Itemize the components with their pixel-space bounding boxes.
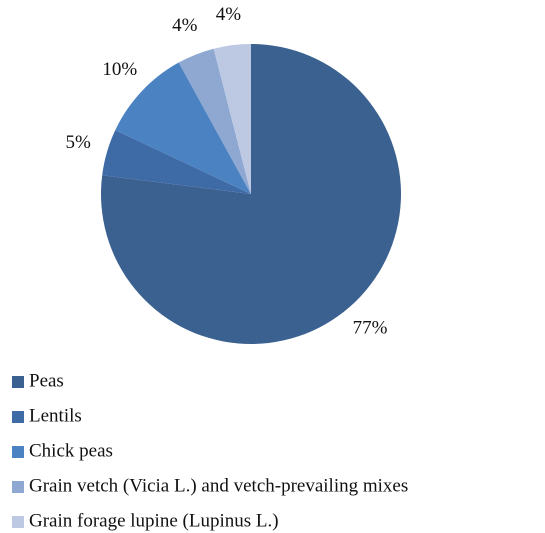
pie-slice [115,62,251,194]
pie-slice [213,44,251,194]
legend-swatch [12,446,24,458]
data-label: 77% [353,317,388,338]
data-label: 10% [102,59,137,80]
data-label: 5% [65,132,91,153]
legend-swatch [12,376,24,388]
legend-swatch [12,516,24,528]
data-label: 4% [216,4,242,25]
legend-label: Chick peas [29,440,113,461]
legend-label: Grain vetch (Vicia L.) and vetch-prevail… [29,475,408,496]
legend-label: Grain forage lupine (Lupinus L.) [29,510,279,531]
legend-swatch [12,481,24,493]
pie-slice [100,44,402,345]
legend-label: Lentils [29,405,82,426]
legend-label: Peas [29,370,64,391]
pie-slice [102,130,251,194]
legend-swatch [12,411,24,423]
pie-slice [178,48,251,194]
data-label: 4% [172,15,198,36]
